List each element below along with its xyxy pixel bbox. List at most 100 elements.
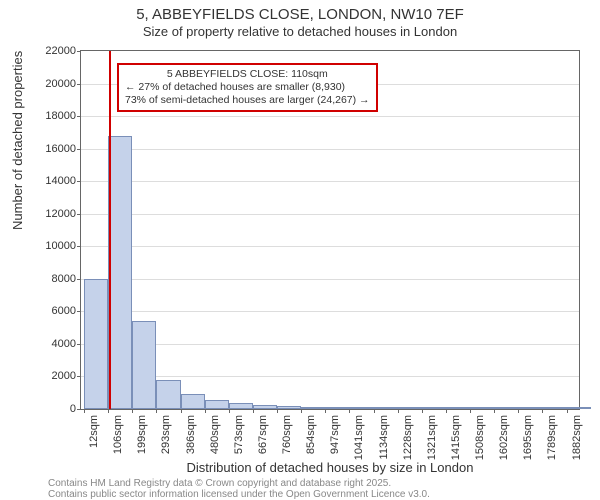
- chart-title: 5, ABBEYFIELDS CLOSE, LONDON, NW10 7EF: [0, 6, 600, 23]
- y-tick-label: 6000: [52, 305, 76, 317]
- histogram-bar: [108, 136, 132, 409]
- x-tick-mark: [253, 409, 254, 413]
- histogram-bar: [84, 279, 108, 409]
- x-tick-mark: [494, 409, 495, 413]
- histogram-bar: [567, 407, 591, 409]
- y-tick-mark: [77, 246, 81, 247]
- x-tick-label: 1321sqm: [426, 415, 438, 465]
- histogram-bar: [374, 407, 398, 409]
- histogram-bar: [542, 407, 566, 409]
- y-tick-mark: [77, 376, 81, 377]
- y-tick-mark: [77, 311, 81, 312]
- credits-line1: Contains HM Land Registry data © Crown c…: [48, 478, 430, 489]
- x-tick-mark: [446, 409, 447, 413]
- x-tick-mark: [542, 409, 543, 413]
- histogram-bar: [205, 400, 229, 409]
- chart-subtitle: Size of property relative to detached ho…: [0, 24, 600, 39]
- plot-area: 5 ABBEYFIELDS CLOSE: 110sqm← 27% of deta…: [80, 50, 580, 410]
- gridline: [81, 311, 579, 312]
- x-tick-label: 1228sqm: [402, 415, 414, 465]
- y-tick-mark: [77, 214, 81, 215]
- histogram-bar: [229, 403, 253, 409]
- x-tick-mark: [325, 409, 326, 413]
- x-tick-mark: [132, 409, 133, 413]
- y-tick-label: 16000: [45, 143, 76, 155]
- y-tick-mark: [77, 344, 81, 345]
- histogram-bar: [253, 405, 277, 409]
- x-tick-label: 1134sqm: [378, 415, 390, 465]
- x-tick-label: 1602sqm: [498, 415, 510, 465]
- gridline: [81, 279, 579, 280]
- gridline: [81, 246, 579, 247]
- y-tick-label: 20000: [45, 78, 76, 90]
- histogram-bar: [470, 407, 494, 409]
- x-tick-label: 12sqm: [88, 415, 100, 465]
- callout-line1: 5 ABBEYFIELDS CLOSE: 110sqm: [125, 68, 370, 81]
- x-tick-mark: [374, 409, 375, 413]
- histogram-bar: [518, 407, 542, 409]
- y-tick-mark: [77, 279, 81, 280]
- y-tick-label: 22000: [45, 45, 76, 57]
- y-axis-title: Number of detached properties: [10, 51, 25, 230]
- histogram-bar: [494, 407, 518, 409]
- x-tick-mark: [349, 409, 350, 413]
- x-tick-mark: [84, 409, 85, 413]
- y-tick-label: 18000: [45, 110, 76, 122]
- x-tick-label: 947sqm: [329, 415, 341, 465]
- x-tick-label: 1882sqm: [571, 415, 583, 465]
- x-tick-mark: [518, 409, 519, 413]
- y-tick-label: 14000: [45, 175, 76, 187]
- y-tick-mark: [77, 116, 81, 117]
- chart-container: 5, ABBEYFIELDS CLOSE, LONDON, NW10 7EF S…: [0, 0, 600, 500]
- x-tick-mark: [422, 409, 423, 413]
- y-tick-mark: [77, 51, 81, 52]
- x-tick-label: 106sqm: [112, 415, 124, 465]
- histogram-bar: [349, 407, 373, 409]
- histogram-bar: [156, 380, 180, 409]
- x-tick-mark: [567, 409, 568, 413]
- y-tick-label: 8000: [52, 273, 76, 285]
- gridline: [81, 181, 579, 182]
- histogram-bar: [277, 406, 301, 409]
- x-tick-mark: [301, 409, 302, 413]
- histogram-bar: [446, 407, 470, 409]
- x-tick-label: 854sqm: [305, 415, 317, 465]
- histogram-bar: [422, 407, 446, 409]
- y-tick-label: 2000: [52, 370, 76, 382]
- x-tick-label: 480sqm: [209, 415, 221, 465]
- x-tick-mark: [156, 409, 157, 413]
- callout-line3: 73% of semi-detached houses are larger (…: [125, 94, 370, 107]
- gridline: [81, 214, 579, 215]
- y-tick-label: 10000: [45, 240, 76, 252]
- y-tick-label: 0: [70, 403, 76, 415]
- y-tick-mark: [77, 181, 81, 182]
- y-tick-label: 12000: [45, 208, 76, 220]
- histogram-bar: [132, 321, 156, 409]
- x-tick-mark: [229, 409, 230, 413]
- x-tick-mark: [398, 409, 399, 413]
- marker-callout: 5 ABBEYFIELDS CLOSE: 110sqm← 27% of deta…: [117, 63, 378, 112]
- x-tick-label: 199sqm: [136, 415, 148, 465]
- credits-line2: Contains public sector information licen…: [48, 489, 430, 500]
- histogram-bar: [398, 407, 422, 409]
- x-tick-label: 293sqm: [160, 415, 172, 465]
- y-tick-mark: [77, 149, 81, 150]
- histogram-bar: [325, 407, 349, 409]
- gridline: [81, 149, 579, 150]
- x-tick-label: 760sqm: [281, 415, 293, 465]
- histogram-bar: [301, 407, 325, 409]
- gridline: [81, 116, 579, 117]
- y-tick-label: 4000: [52, 338, 76, 350]
- property-marker-line: [109, 51, 111, 409]
- x-tick-mark: [470, 409, 471, 413]
- y-tick-mark: [77, 84, 81, 85]
- x-tick-label: 1508sqm: [474, 415, 486, 465]
- callout-line2: ← 27% of detached houses are smaller (8,…: [125, 81, 370, 94]
- x-tick-label: 1041sqm: [353, 415, 365, 465]
- x-tick-label: 1789sqm: [546, 415, 558, 465]
- histogram-bar: [181, 394, 205, 409]
- x-tick-mark: [108, 409, 109, 413]
- x-tick-label: 1695sqm: [522, 415, 534, 465]
- y-tick-mark: [77, 409, 81, 410]
- x-tick-label: 667sqm: [257, 415, 269, 465]
